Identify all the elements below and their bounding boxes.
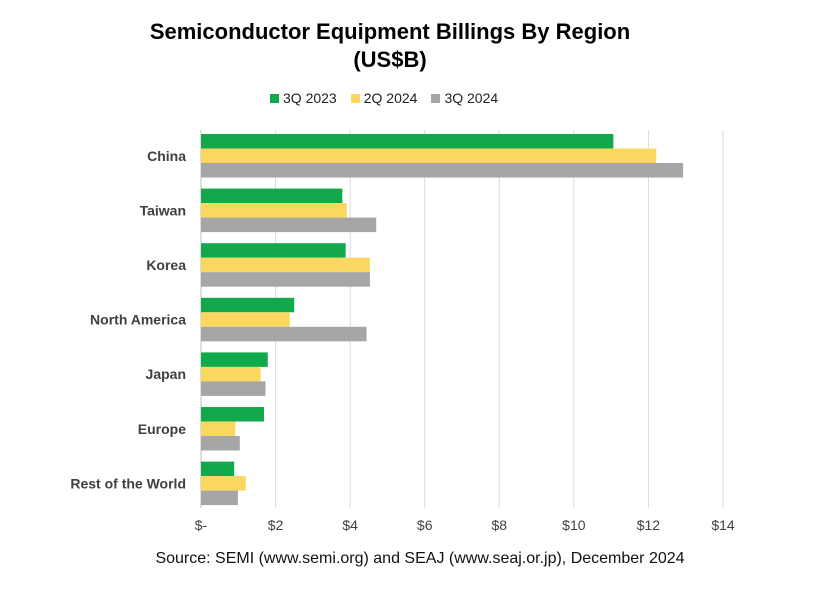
x-tick-label: $2 <box>268 517 284 533</box>
chart-title: Semiconductor Equipment Billings By Regi… <box>0 18 780 74</box>
legend-label: 3Q 2024 <box>444 90 499 106</box>
x-tick-label: $12 <box>637 517 661 533</box>
x-tick-label: $6 <box>417 517 433 533</box>
bar <box>201 297 295 313</box>
legend-label: 3Q 2023 <box>283 90 337 106</box>
category-label: Rest of the World <box>70 475 186 491</box>
category-label: Korea <box>146 257 186 273</box>
bar <box>201 421 236 436</box>
legend-item: 2Q 2024 <box>350 90 418 106</box>
x-tick-label: $8 <box>491 517 507 533</box>
category-label: China <box>147 148 186 164</box>
bar <box>201 407 265 422</box>
category-label: Japan <box>146 366 186 382</box>
bar <box>201 217 377 233</box>
bar <box>201 436 240 451</box>
chart-title-text: Semiconductor Equipment Billings By Regi… <box>149 19 631 44</box>
category-label: North America <box>90 312 186 328</box>
category-label: Taiwan <box>140 202 186 218</box>
bar <box>201 366 261 382</box>
bar <box>201 272 370 287</box>
bar <box>201 203 347 218</box>
x-tick-label: $10 <box>562 517 586 533</box>
x-tick-label: $- <box>195 517 208 533</box>
bar <box>201 188 343 204</box>
category-label: Europe <box>138 421 186 437</box>
bar <box>201 461 235 477</box>
bar <box>201 476 246 491</box>
bar <box>201 257 370 273</box>
bar <box>201 163 684 178</box>
bar <box>201 326 367 342</box>
source-note: Source: SEMI (www.semi.org) and SEAJ (ww… <box>155 550 685 567</box>
legend-label: 2Q 2024 <box>363 90 418 106</box>
legend-item: 3Q 2023 <box>270 90 337 106</box>
bar <box>201 134 614 149</box>
chart-legend: 3Q 2023 2Q 2024 3Q 2024 <box>270 88 650 108</box>
bar <box>201 148 657 163</box>
bar <box>201 352 268 367</box>
legend-swatch <box>431 93 441 103</box>
x-tick-label: $4 <box>342 517 358 533</box>
legend-swatch <box>270 93 279 103</box>
x-tick-label: $14 <box>711 517 735 533</box>
chart-subtitle: (US$B) <box>353 47 427 72</box>
bar <box>201 490 238 506</box>
bar <box>201 312 290 327</box>
bar <box>201 243 346 258</box>
legend-swatch <box>350 93 360 103</box>
bar <box>201 381 266 396</box>
legend-item: 3Q 2024 <box>431 90 498 106</box>
